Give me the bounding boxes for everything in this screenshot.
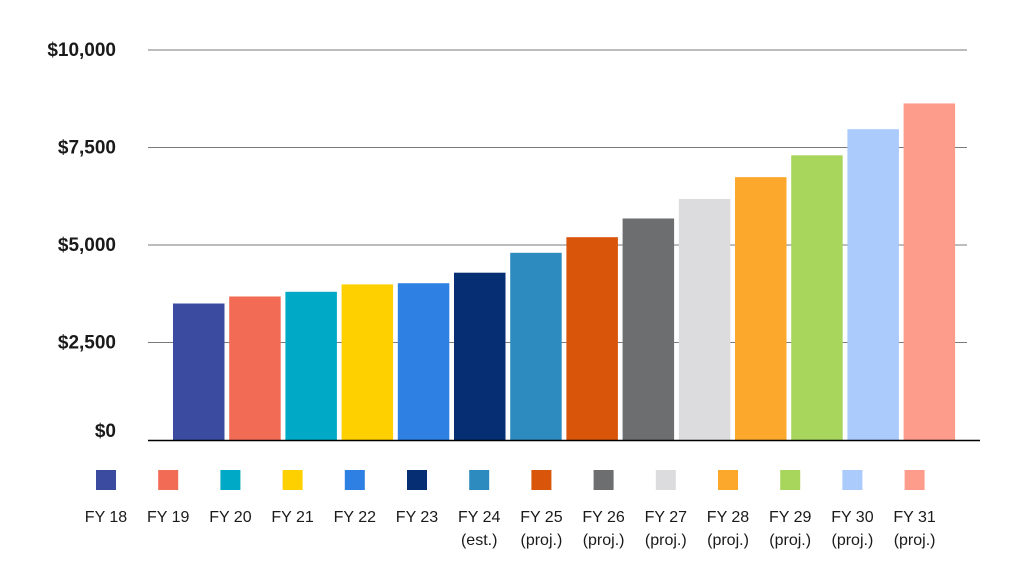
bar: [229, 296, 281, 440]
bar: [735, 177, 787, 440]
legend-swatch: [904, 470, 925, 490]
legend-label: FY 26: [582, 509, 625, 526]
legend-label: (proj.): [894, 532, 936, 549]
bars: [173, 103, 956, 441]
legend-label: (proj.): [769, 532, 811, 549]
legend-label: (proj.): [583, 532, 625, 549]
legend-swatch: [593, 470, 614, 490]
bar: [285, 291, 337, 440]
legend-label: (est.): [461, 532, 497, 549]
y-tick-label: $10,000: [47, 40, 116, 61]
legend-swatch: [469, 470, 490, 490]
legend-label: FY 22: [334, 509, 377, 526]
bar: [341, 284, 394, 440]
bar: [397, 283, 450, 440]
y-axis-tick-labels: $0 $2,500 $5,000 $7,500 $10,000: [47, 40, 116, 442]
bar: [678, 198, 731, 440]
bar: [454, 272, 506, 440]
legend-label: FY 30: [831, 509, 874, 526]
legend-swatch: [718, 470, 738, 490]
legend-label: (proj.): [521, 532, 563, 549]
bar: [173, 303, 225, 440]
legend-swatch: [96, 470, 116, 490]
bar: [791, 155, 843, 441]
bar: [510, 252, 562, 440]
legend-label: (proj.): [707, 532, 749, 549]
legend-swatch: [158, 470, 179, 490]
legend-label: (proj.): [645, 532, 687, 549]
legend-label: FY 31: [893, 509, 936, 526]
legend-label: FY 20: [209, 509, 252, 526]
legend-label: FY 25: [520, 509, 563, 526]
legend-label: FY 28: [707, 509, 750, 526]
legend-swatch: [344, 470, 365, 490]
y-tick-label: $2,500: [58, 333, 116, 354]
legend-label: (proj.): [832, 532, 874, 549]
legend: FY 18 FY 19 FY 20 FY 21 FY 22 FY 23 FY 24 (est.…: [85, 470, 936, 549]
legend-label: FY 23: [396, 509, 439, 526]
bar: [622, 218, 675, 440]
bar: [903, 103, 956, 441]
legend-swatch: [842, 470, 863, 490]
legend-label: FY 19: [147, 509, 190, 526]
legend-label: FY 29: [769, 509, 812, 526]
bar: [847, 129, 899, 441]
legend-swatch: [220, 470, 241, 490]
legend-label: FY 24: [458, 509, 501, 526]
legend-swatch: [282, 470, 303, 490]
legend-label: FY 18: [85, 509, 128, 526]
legend-swatch: [780, 470, 801, 490]
y-tick-label: $5,000: [58, 235, 116, 256]
bar: [566, 237, 618, 440]
legend-label: FY 27: [645, 509, 688, 526]
y-tick-label: $7,500: [58, 138, 116, 159]
legend-swatch: [655, 470, 676, 490]
y-tick-label: $0: [95, 421, 116, 442]
legend-swatch: [531, 470, 552, 490]
legend-swatch: [407, 470, 427, 490]
legend-label: FY 21: [271, 509, 314, 526]
